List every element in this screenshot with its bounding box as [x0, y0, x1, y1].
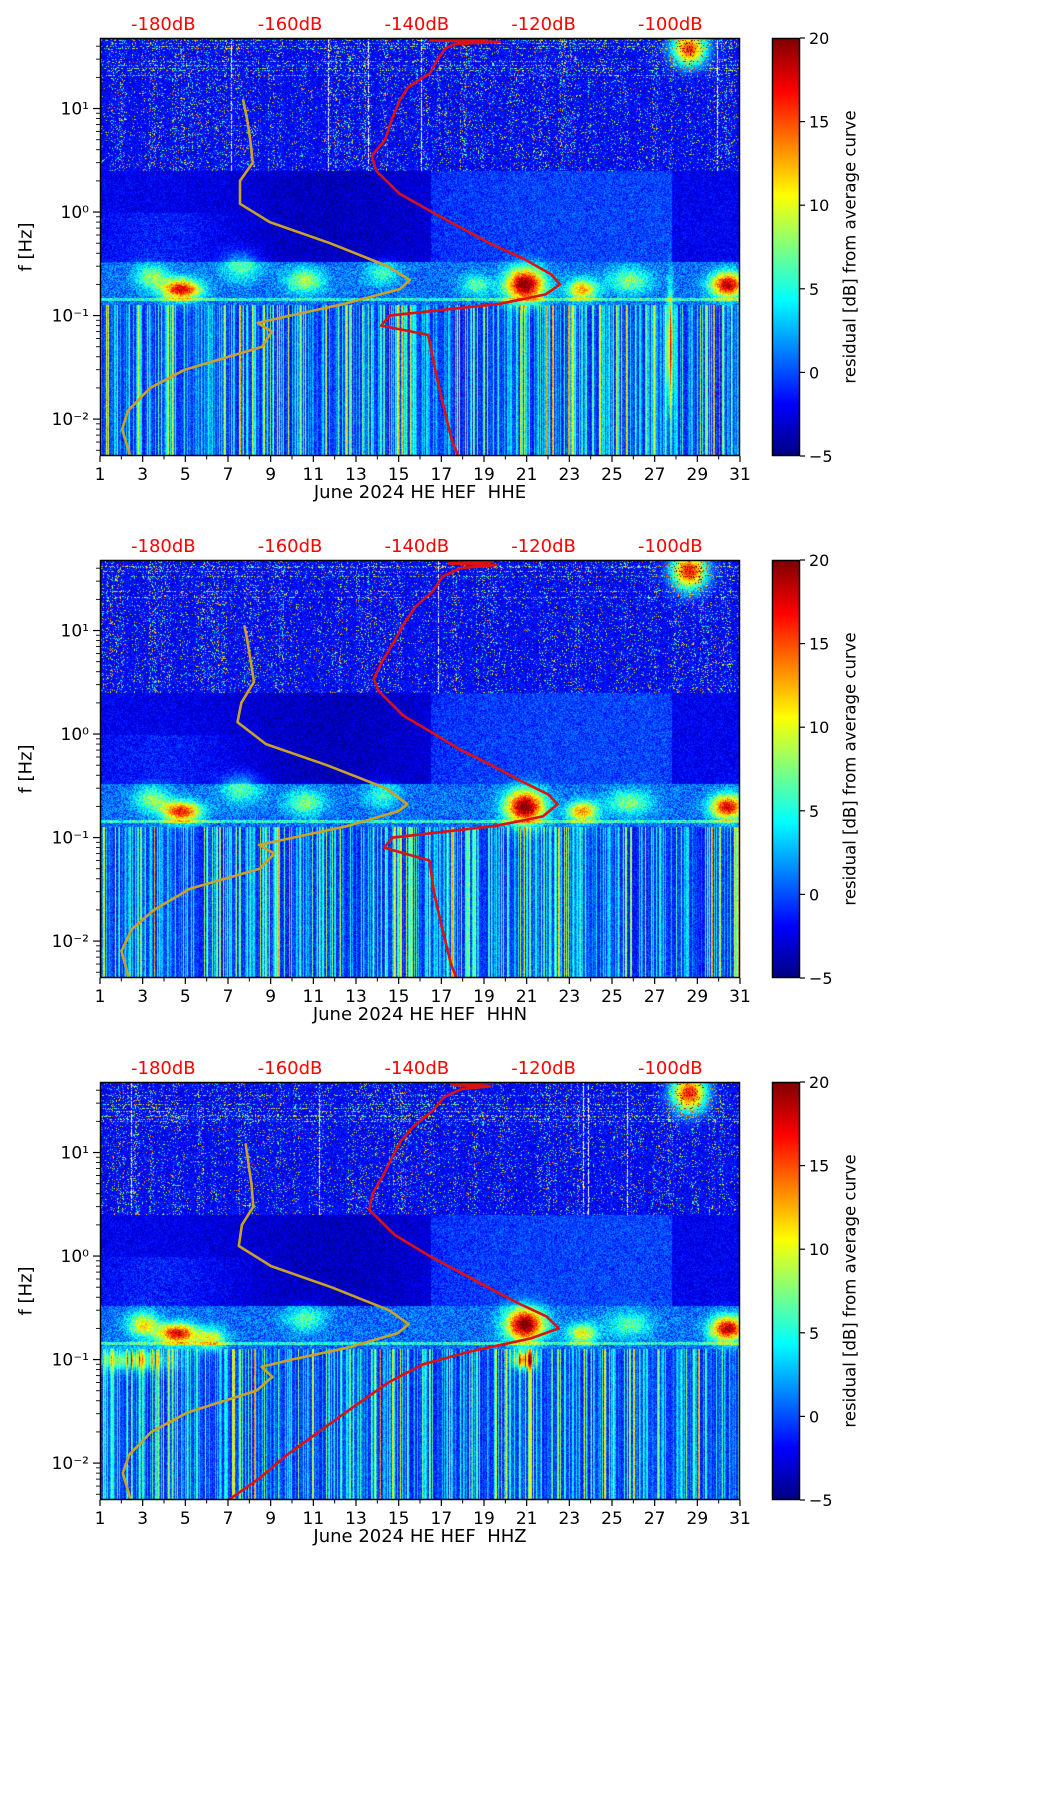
colorbar-tick-label: 0: [809, 363, 819, 382]
colorbar-tick-label: 5: [809, 280, 819, 299]
top-db-label: -160dB: [258, 1058, 323, 1079]
colorbar-tick-label: 20: [809, 29, 829, 48]
y-tick-label: 10⁻²: [52, 1454, 89, 1474]
colorbar-tick-label: 5: [809, 802, 819, 821]
y-tick-label: 10⁻¹: [52, 1351, 89, 1371]
y-tick-label: 10¹: [61, 100, 89, 120]
top-db-label: -180dB: [131, 14, 196, 35]
y-tick-label: 10⁻¹: [52, 829, 89, 849]
colorbar-tick-label: 20: [809, 1073, 829, 1092]
top-db-axis: -180dB -160dB -140dB -120dB -100dB: [131, 14, 703, 35]
x-axis-ticks: 1 3 5 7 9 11 13 15 17 19 21 23 25 27 29 31: [95, 456, 751, 485]
spectrogram-image: [100, 560, 740, 978]
y-tick-label: 10⁻²: [52, 932, 89, 952]
colorbar-tick-label: 10: [809, 196, 829, 215]
colorbar-tick-label: 0: [809, 885, 819, 904]
colorbar-gradient: [772, 38, 800, 456]
y-tick-label: 10⁰: [61, 1247, 90, 1267]
y-tick-label: 10⁰: [61, 725, 90, 745]
colorbar-ticks: 20 15 10 5 0 −5: [800, 1073, 833, 1510]
y-tick-label: 10¹: [61, 1144, 89, 1164]
colorbar-tick-label: 10: [809, 1240, 829, 1259]
colorbar-title: residual [dB] from average curve: [840, 1154, 860, 1428]
x-axis-ticks: 1 3 5 7 9 11 13 15 17 19 21 23 25 27 29 31: [95, 1500, 751, 1529]
spectrogram-panel-hhz: 1 3 5 7 9 11 13 15 17 19 21 23 25 27 29 31 10⁻² 10⁻¹ 10⁰ 10…: [0, 1044, 1052, 1646]
y-axis-ticks: 10⁻² 10⁻¹ 10⁰ 10¹: [52, 45, 100, 451]
y-tick-label: 10⁰: [61, 203, 90, 223]
top-db-label: -100dB: [638, 14, 703, 35]
colorbar-gradient: [772, 1082, 800, 1500]
colorbar-title: residual [dB] from average curve: [840, 632, 860, 906]
top-db-label: -160dB: [258, 536, 323, 557]
top-db-label: -180dB: [131, 1058, 196, 1079]
colorbar-title: residual [dB] from average curve: [840, 110, 860, 384]
top-db-label: -160dB: [258, 14, 323, 35]
spectrogram-panel-hhe: 1 3 5 7 9 11 13 15 17 19 21 23 25 27 29 31 10⁻² 10⁻¹ 10⁰ 10…: [0, 0, 1052, 602]
colorbar-ticks: 20 15 10 5 0 −5: [800, 551, 833, 988]
top-db-label: -140dB: [385, 1058, 450, 1079]
top-db-label: -100dB: [638, 536, 703, 557]
y-tick-label: 10⁻¹: [52, 307, 89, 327]
top-db-label: -120dB: [511, 536, 576, 557]
colorbar-tick-label: −5: [809, 969, 833, 988]
y-axis-ticks: 10⁻² 10⁻¹ 10⁰ 10¹: [52, 1089, 100, 1495]
top-db-label: -120dB: [511, 1058, 576, 1079]
y-axis-title: f [Hz]: [15, 222, 37, 272]
colorbar-tick-label: 20: [809, 551, 829, 570]
x-axis-title: June 2024 HE HEF HHE: [313, 482, 527, 503]
top-db-axis: -180dB -160dB -140dB -120dB -100dB: [131, 1058, 703, 1079]
colorbar-tick-label: 15: [809, 635, 829, 654]
colorbar-tick-label: −5: [809, 1491, 833, 1510]
top-db-label: -100dB: [638, 1058, 703, 1079]
top-db-label: -140dB: [385, 536, 450, 557]
top-db-axis: -180dB -160dB -140dB -120dB -100dB: [131, 536, 703, 557]
top-db-label: -180dB: [131, 536, 196, 557]
spectrogram-panel-hhn: 1 3 5 7 9 11 13 15 17 19 21 23 25 27 29 31 10⁻² 10⁻¹ 10⁰ 10…: [0, 522, 1052, 1124]
x-axis-title: June 2024 HE HEF HHN: [312, 1004, 528, 1025]
top-db-label: -140dB: [385, 14, 450, 35]
y-tick-label: 10¹: [61, 622, 89, 642]
spectrogram-image: [100, 1082, 740, 1500]
colorbar-tick-label: 5: [809, 1324, 819, 1343]
top-db-label: -120dB: [511, 14, 576, 35]
colorbar-tick-label: 10: [809, 718, 829, 737]
y-axis-title: f [Hz]: [15, 1266, 37, 1316]
x-axis-ticks: 1 3 5 7 9 11 13 15 17 19 21 23 25 27 29 31: [95, 978, 751, 1007]
colorbar-tick-label: −5: [809, 447, 833, 466]
x-axis-title: June 2024 HE HEF HHZ: [313, 1526, 527, 1547]
colorbar-tick-label: 15: [809, 1157, 829, 1176]
colorbar-ticks: 20 15 10 5 0 −5: [800, 29, 833, 466]
y-axis-ticks: 10⁻² 10⁻¹ 10⁰ 10¹: [52, 567, 100, 973]
spectrogram-image: [100, 38, 740, 456]
y-axis-title: f [Hz]: [15, 744, 37, 794]
colorbar-tick-label: 15: [809, 113, 829, 132]
colorbar-gradient: [772, 560, 800, 978]
y-tick-label: 10⁻²: [52, 410, 89, 430]
colorbar-tick-label: 0: [809, 1407, 819, 1426]
